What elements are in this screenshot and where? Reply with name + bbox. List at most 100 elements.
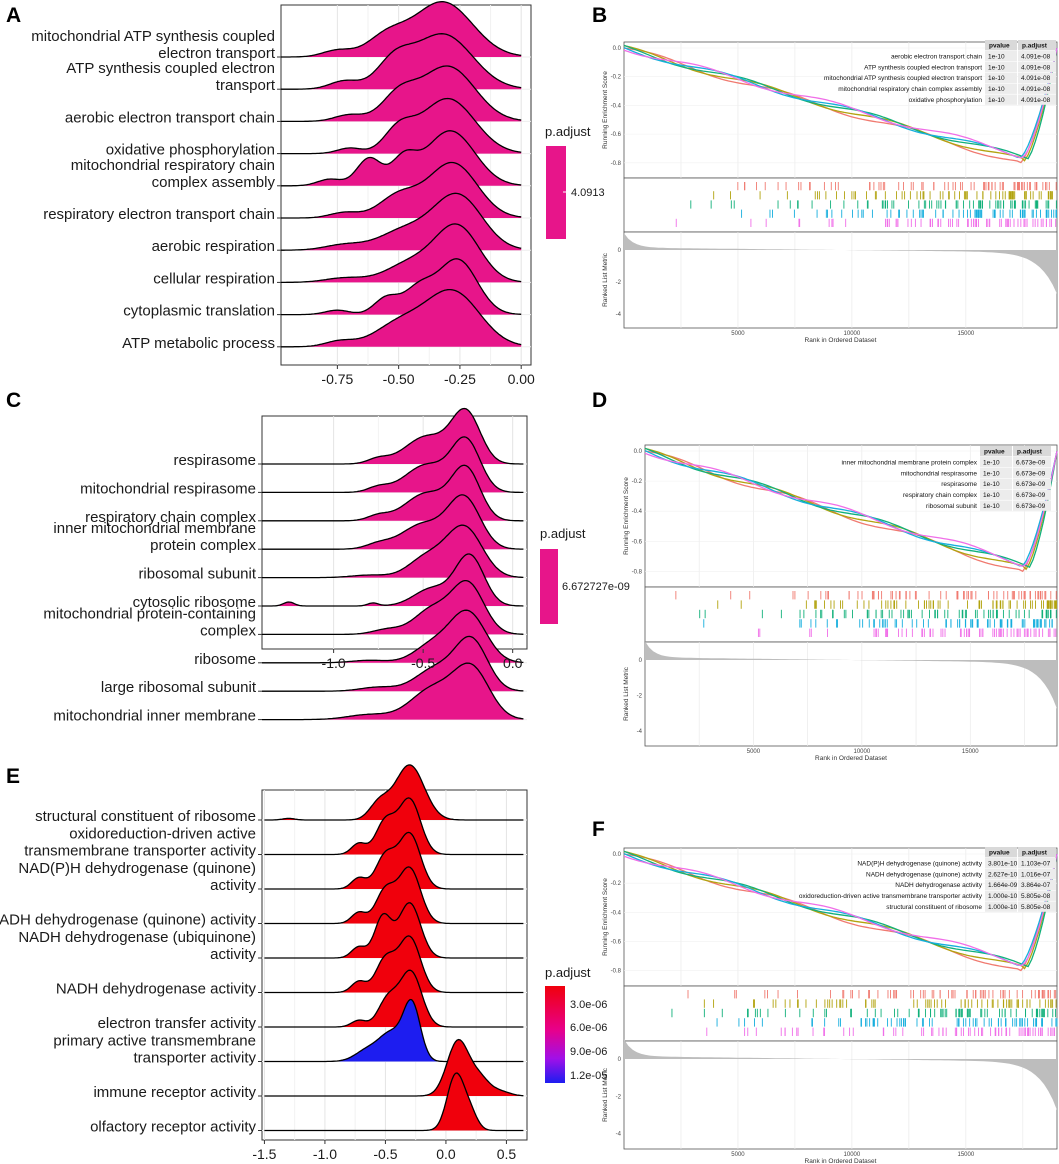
category-label: transport	[216, 77, 276, 94]
ridge-density-outline	[264, 935, 524, 994]
table-padj: 5.805e-08	[1021, 893, 1051, 900]
legend-term: mitochondrial ATP synthesis coupled elec…	[824, 75, 982, 82]
table-header-cell	[1018, 847, 1056, 858]
category-label: olfactory receptor activity	[90, 1119, 256, 1136]
table-header: pvalue	[989, 850, 1010, 857]
table-padj: 4.091e-08	[1021, 86, 1051, 93]
y-tick-label: -0.2	[632, 479, 643, 485]
ridge-density-outline	[262, 609, 524, 664]
category-label: respirasome	[173, 452, 256, 469]
ridge-density-outline	[281, 97, 522, 155]
table-cell	[985, 83, 1017, 94]
panel-letter-c: C	[6, 389, 21, 412]
table-header-cell	[1018, 40, 1056, 51]
table-pvalue: 1e-10	[988, 97, 1005, 104]
x-tick-label: 10000	[844, 331, 861, 337]
category-label: oxidative phosphorylation	[106, 142, 275, 159]
metric-y-tick-label: -4	[616, 1132, 622, 1138]
table-pvalue: 1e-10	[983, 503, 1000, 510]
category-label: aerobic electron transport chain	[65, 109, 275, 126]
ridge-density-outline	[264, 902, 524, 959]
legend-term: structural constituent of ribosome	[886, 904, 982, 911]
ridge-density-fill	[264, 764, 524, 820]
ridge-density-outline	[281, 161, 522, 219]
ridge-density-outline	[262, 579, 524, 636]
table-header: p.adjust	[1022, 850, 1048, 857]
ridgeline-panel-a: mitochondrial ATP synthesis coupledelect…	[31, 1, 535, 387]
category-label: complex assembly	[152, 174, 276, 191]
legend-term: oxidoreduction-driven active transmembra…	[799, 893, 983, 900]
y-tick-label: -0.6	[611, 132, 622, 138]
y-tick-label: -0.4	[632, 509, 643, 515]
category-label: NAD(P)H dehydrogenase (quinone)	[18, 860, 256, 877]
ridge-density-fill	[264, 797, 524, 855]
category-label: respiratory chain complex	[85, 509, 256, 526]
metric-plot-frame	[644, 641, 1058, 747]
category-label: complex	[200, 622, 256, 639]
y-tick-label: -0.8	[632, 569, 643, 575]
legend-title: p.adjust	[545, 124, 591, 139]
ridge-density-outline	[264, 1038, 524, 1097]
table-padj: 6.673e-09	[1016, 503, 1046, 510]
table-padj: 1.103e-07	[1021, 860, 1051, 867]
gsea-panel-d: 0.0 -0.2 -0.4 -0.6 -0.8 0 -2 -4 5000 10000 15000 Ra…	[623, 444, 1058, 762]
hits-frame	[644, 586, 1058, 643]
y-tick-label: 0.0	[613, 46, 622, 52]
table-cell	[1018, 83, 1056, 94]
legend-label: 3.0e-06	[570, 999, 607, 1011]
ridge-density-outline	[264, 866, 524, 925]
legend-label: 6.0e-06	[570, 1022, 607, 1034]
legend-label: 4.0913	[571, 187, 605, 199]
table-pvalue: 1e-10	[983, 470, 1000, 477]
y-tick-label: -0.6	[611, 940, 622, 946]
legend-title: p.adjust	[545, 965, 591, 980]
y-tick-label: -0.4	[611, 910, 622, 916]
table-cell	[1018, 94, 1056, 105]
x-tick-label: 5000	[731, 331, 745, 337]
category-label: primary active transmembrane	[53, 1033, 256, 1050]
category-label: cytoplasmic translation	[123, 303, 275, 320]
legend-colorbar	[545, 986, 565, 1083]
y-axis-title: Running Enrichment Score	[602, 878, 609, 956]
x-axis-title: Rank in Ordered Dataset	[805, 1158, 877, 1164]
ridge-density-fill	[264, 999, 524, 1062]
category-label: aerobic respiration	[152, 238, 275, 255]
enrichment-curve	[623, 47, 1058, 159]
ridge-density-outline	[264, 797, 524, 856]
ridge-density-fill	[264, 832, 524, 889]
metric-y-tick-label: 0	[639, 658, 643, 664]
table-cell	[985, 72, 1017, 83]
table-header-cell	[985, 847, 1017, 858]
table-padj: 4.091e-08	[1021, 75, 1051, 82]
table-cell	[1013, 478, 1051, 489]
x-tick-label: 15000	[957, 1152, 974, 1158]
table-cell	[980, 489, 1012, 500]
ridge-density-outline	[264, 831, 524, 890]
ridge-density-outline	[281, 258, 522, 316]
table-pvalue: 2.627e-10	[988, 871, 1018, 878]
category-label: ATP metabolic process	[122, 335, 275, 352]
x-tick-label: -0.5	[373, 1146, 397, 1162]
legend-label: 9.0e-06	[570, 1046, 607, 1058]
category-label: cytosolic ribosome	[133, 594, 256, 611]
table-padj: 6.673e-09	[1016, 481, 1046, 488]
category-label: structural constituent of ribosome	[35, 808, 256, 825]
table-cell	[1018, 890, 1056, 901]
ridge-density-outline	[281, 130, 522, 187]
enrichment-curve	[623, 850, 1058, 970]
legend-label: 6.672727e-09	[562, 581, 630, 593]
metric-axis-title: Ranked List Metric	[623, 666, 630, 721]
y-tick-label: -0.6	[632, 539, 643, 545]
category-label: ATP synthesis coupled electron	[66, 60, 275, 77]
ridge-density-outline	[264, 969, 524, 1028]
x-tick-label: -1.0	[322, 655, 346, 671]
hits-frame	[623, 985, 1058, 1042]
es-plot-frame	[623, 847, 1058, 987]
table-header-cell	[985, 40, 1017, 51]
table-cell	[980, 456, 1012, 468]
legend-c: p.adjust 6.672727e-09	[540, 526, 630, 624]
metric-y-tick-label: -4	[616, 312, 622, 318]
x-tick-label: 0.5	[497, 1146, 517, 1162]
table-cell	[985, 94, 1017, 105]
ridge-density-fill	[264, 935, 524, 993]
